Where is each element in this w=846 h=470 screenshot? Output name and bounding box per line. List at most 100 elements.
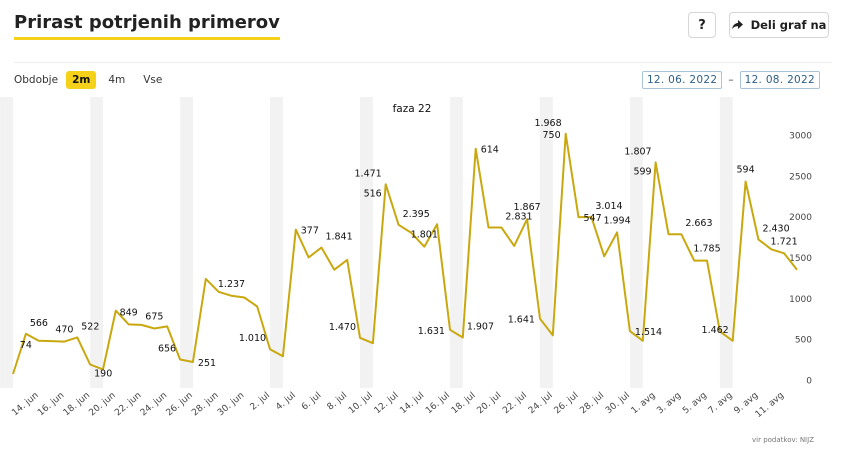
share-arrow-icon [731,20,743,30]
weekend-band [449,97,463,388]
data-label: 849 [120,307,138,318]
x-tick-label: 26. jun [165,391,195,419]
weekend-band [270,97,283,388]
data-label: 1.721 [771,236,798,247]
share-button[interactable]: Deli graf na [729,12,829,38]
data-label: 3.014 [595,201,622,212]
x-tick-label: 6. jul [300,391,323,413]
x-tick-label: 10. jul [347,391,375,417]
x-tick-label: 20. jun [88,391,118,419]
date-separator: – [728,74,734,86]
data-label: 1.994 [603,215,630,226]
x-tick-label: 20. jul [476,391,504,417]
data-label: 547 [584,213,602,224]
help-button[interactable]: ? [688,12,716,38]
x-tick-label: 3. avg [655,391,683,417]
data-label: 377 [301,226,319,237]
data-label: 1.907 [467,322,494,333]
date-to-input[interactable]: 12. 08. 2022 [739,71,820,89]
x-tick-label: 2. jul [249,391,272,413]
data-label: 522 [81,321,99,332]
data-label: 190 [94,368,112,379]
data-label: 599 [633,166,651,177]
data-label: 1.801 [411,230,438,241]
weekend-band [629,97,643,388]
data-label: 1.237 [218,279,245,290]
data-label: 1.968 [534,118,561,129]
data-label: 2.663 [685,218,712,229]
data-label: 2.395 [403,209,430,220]
data-label: 516 [364,188,382,199]
x-tick-label: 12. jul [373,391,401,417]
x-tick-label: 28. jun [190,391,220,419]
data-source-note: vir podatkov: NIJZ [752,436,814,444]
x-tick-label: 4. jul [274,391,297,413]
x-tick-label: 28. jul [578,391,606,417]
x-tick-label: 22. jul [501,391,529,417]
x-tick-label: 18. jun [62,391,92,419]
weekend-band [360,97,373,388]
data-label: 1.471 [355,168,382,179]
x-tick-label: 24. jul [527,391,555,417]
data-label: 1.841 [325,232,352,243]
data-label: 594 [737,164,755,175]
y-tick-label: 1000 [789,295,812,305]
data-label: 1.470 [329,322,356,333]
period-selector: Obdobje 2m 4m Vse [14,71,168,89]
data-label: 251 [198,358,216,369]
period-option-2m[interactable]: 2m [66,71,97,89]
data-label: 566 [30,318,48,329]
data-label: 2.831 [505,211,532,222]
data-label: 614 [481,145,499,156]
x-tick-label: 14. jun [10,391,40,419]
header-divider [14,62,832,63]
x-tick-label: 24. jun [139,391,169,419]
data-label: 470 [55,325,73,336]
data-label: 1.462 [702,325,729,336]
x-tick-label: 8. jul [326,391,349,413]
weekend-band [719,97,733,388]
y-tick-label: 2000 [789,213,812,223]
x-tick-label: 5. avg [681,391,709,417]
weekend-band [539,97,553,388]
help-button-label: ? [698,17,706,33]
chart-title: Prirast potrjenih primerov [14,12,280,40]
period-option-all[interactable]: Vse [143,74,163,86]
x-tick-label: 14. jul [398,391,426,417]
y-tick-label: 1500 [789,254,812,264]
date-from-input[interactable]: 12. 06. 2022 [641,71,723,89]
data-label: 656 [158,343,176,354]
y-tick-label: 500 [795,336,812,346]
y-tick-label: 2500 [789,172,812,182]
x-tick-label: 30. jun [216,391,246,419]
x-tick-label: 16. jul [424,391,452,417]
data-label: 74 [20,340,32,351]
data-label: 1.785 [693,244,720,255]
line-chart: faza 22 0 500 1000 1500 2000 2500 3000 14. jun 16… [0,97,812,420]
weekend-band [180,97,193,388]
x-tick-label: 18. jul [450,391,478,417]
data-label: 1.641 [508,315,535,326]
weekend-band [90,97,103,388]
x-tick-label: 22. jun [113,391,143,419]
x-tick-label: 1. avg [630,391,658,417]
data-label: 1.631 [418,326,445,337]
data-label: 2.430 [762,223,789,234]
series-line [12,132,798,375]
annotation-label: faza 22 [393,103,432,115]
x-tick-label: 30. jul [604,391,632,417]
period-option-4m[interactable]: 4m [108,74,126,86]
x-tick-label: 7. avg [707,391,735,417]
share-button-label: Deli graf na [750,18,827,32]
date-range: 12. 06. 2022 – 12. 08. 2022 [641,71,820,89]
x-tick-label: 11. avg [754,391,786,420]
y-tick-label: 0 [806,377,812,387]
data-label: 675 [145,312,163,323]
data-label: 1.867 [513,202,540,213]
data-label: 1.010 [239,333,266,344]
y-tick-label: 3000 [789,131,812,141]
data-label: 750 [543,130,561,141]
weekend-band [0,97,13,388]
data-label: 1.807 [624,146,651,157]
x-tick-label: 26. jul [553,391,581,417]
